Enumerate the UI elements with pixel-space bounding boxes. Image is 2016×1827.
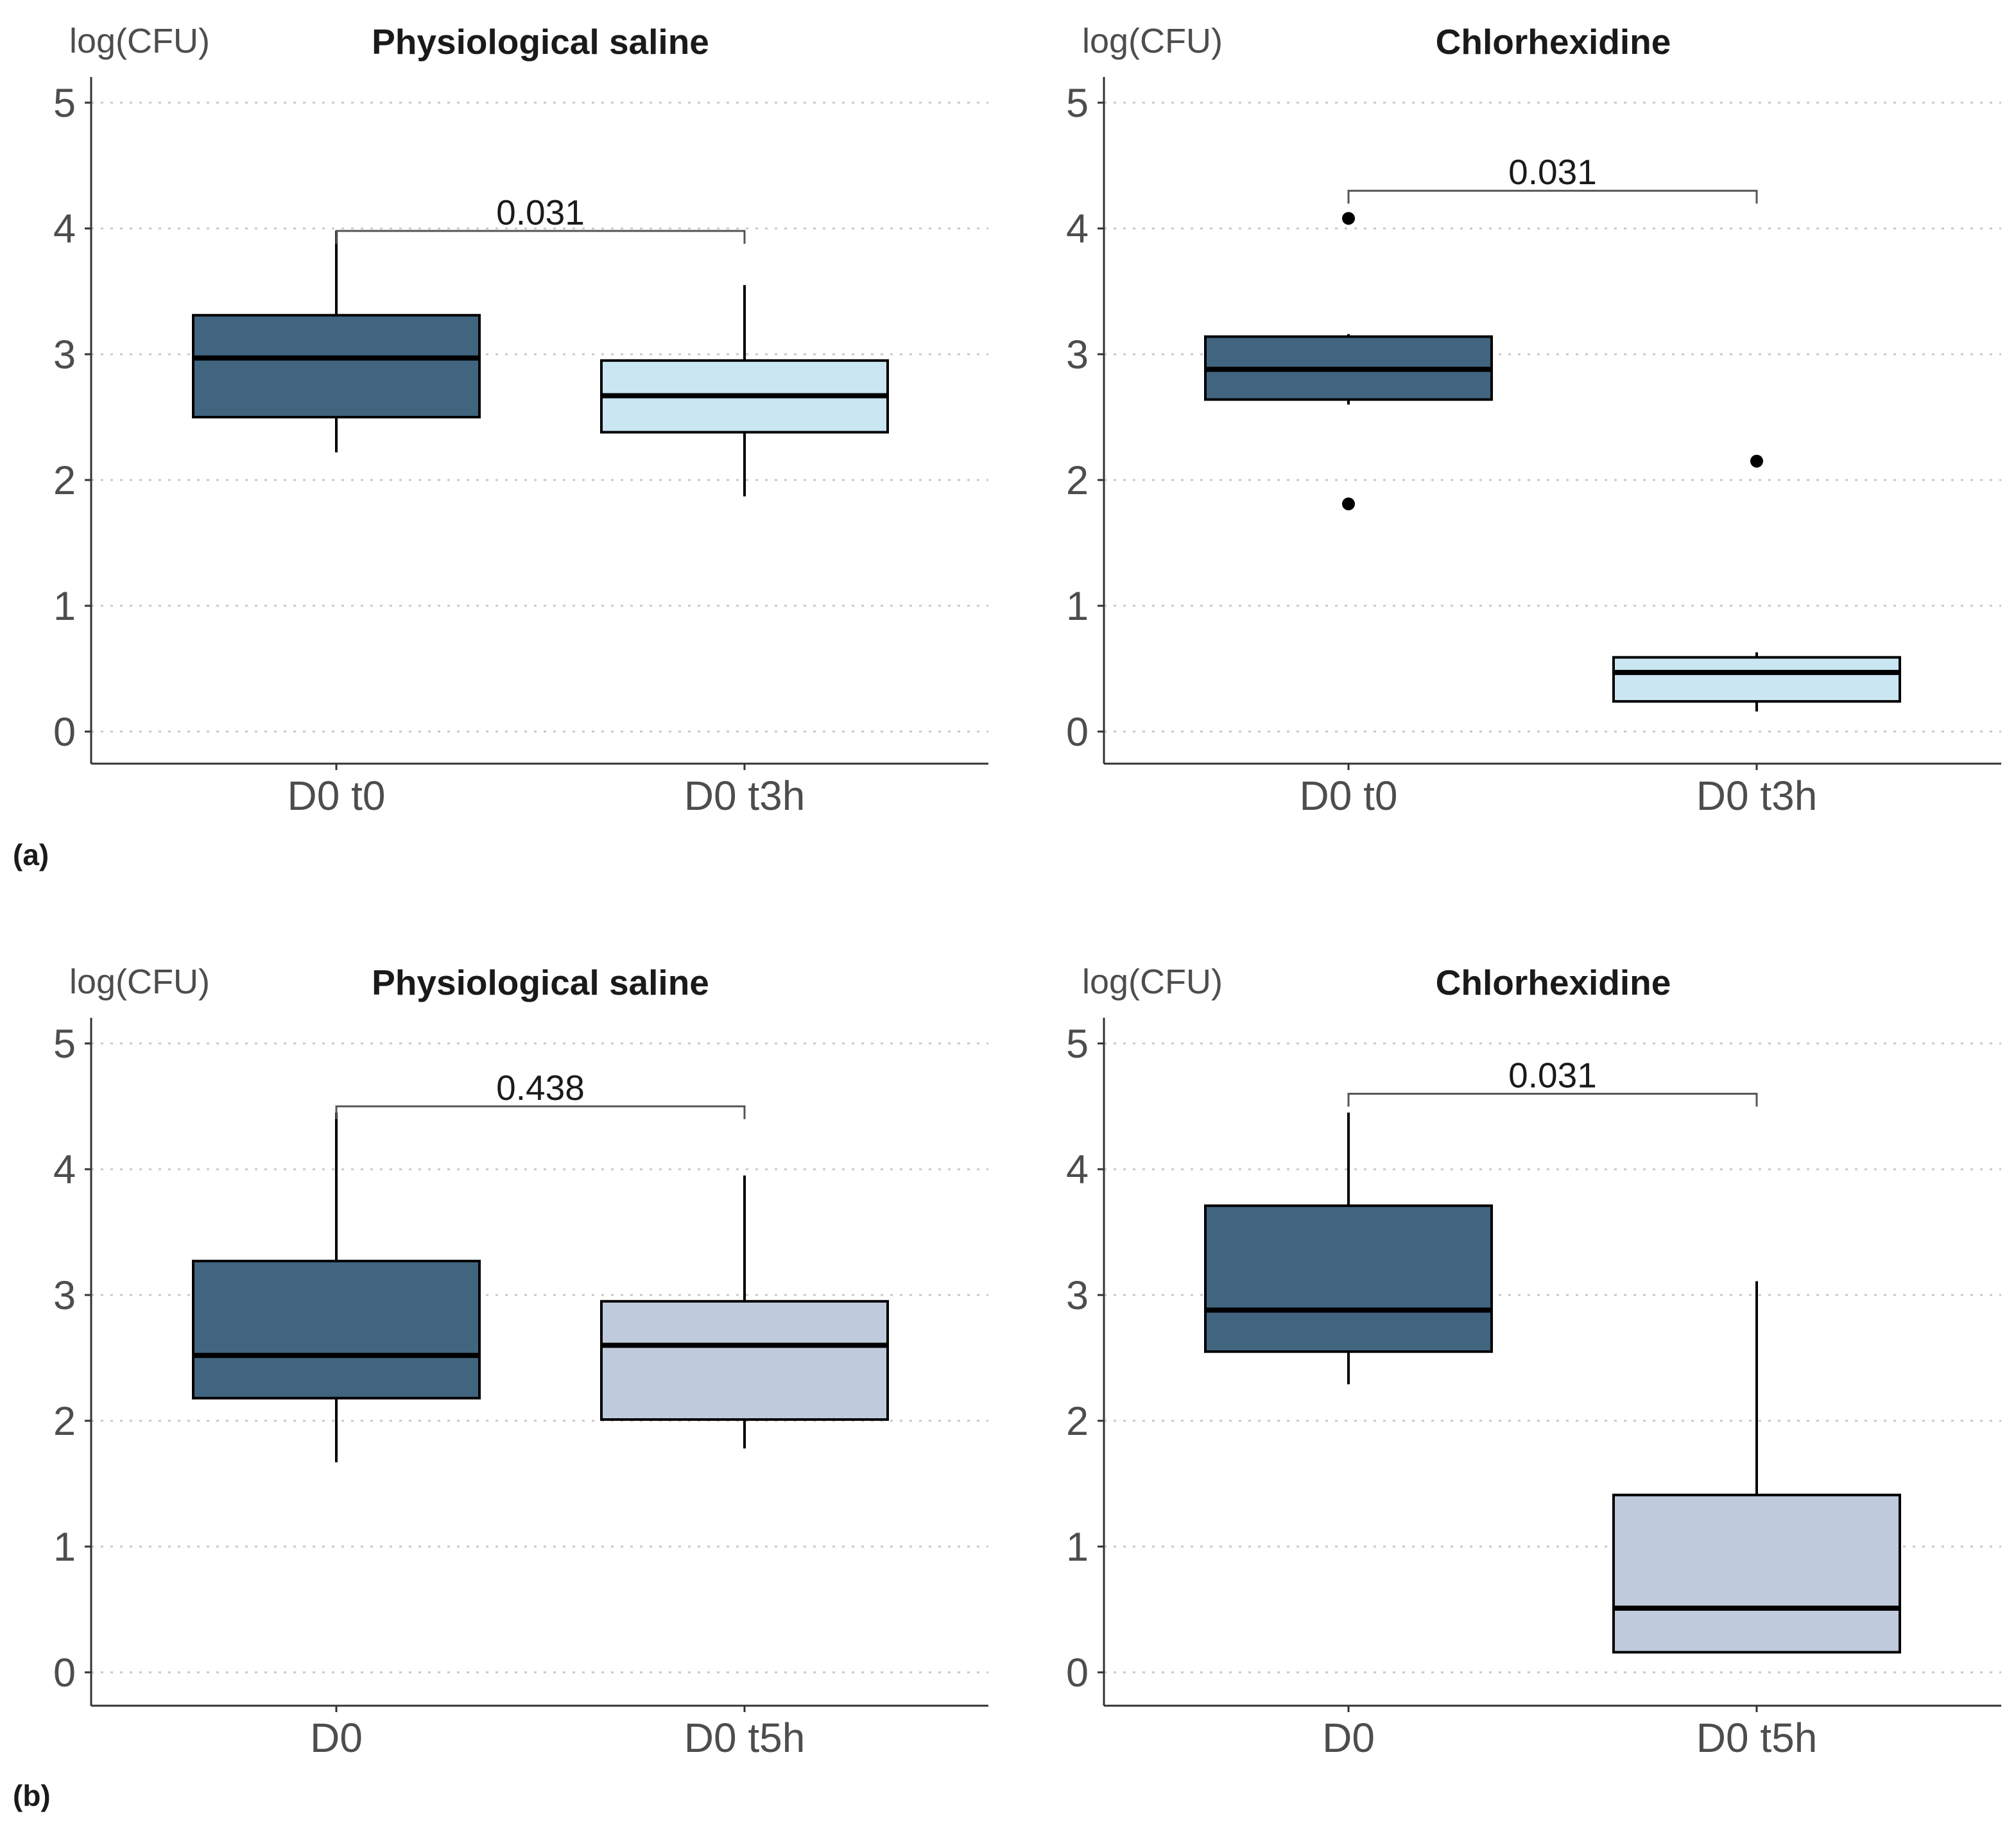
x-tick-label: D0 t0 <box>288 773 386 819</box>
y-tick-label: 1 <box>53 584 76 629</box>
chart-panel-4: Chlorhexidine log(CFU) 0 1 2 3 4 5 D0 D0 t5h 0.031 <box>1066 963 2001 1761</box>
box <box>1612 1493 1901 1654</box>
y-tick-label: 3 <box>1066 1273 1089 1318</box>
outlier-point <box>1342 497 1355 511</box>
p-value-label: 0.031 <box>496 193 585 232</box>
significance-bracket <box>1347 1092 1758 1107</box>
y-tick-label: 3 <box>53 1273 76 1318</box>
y-tick-label: 2 <box>53 458 76 503</box>
chart-panels: Physiological saline log(CFU) 0 1 2 3 4 5 D0 t0 D… <box>53 22 2001 1761</box>
box <box>600 1299 889 1421</box>
y-tick-label: 0 <box>1066 710 1089 755</box>
y-axis-label: log(CFU) <box>69 963 210 1001</box>
panel-title: Chlorhexidine <box>1436 963 1671 1002</box>
y-tick-label: 4 <box>1066 207 1089 252</box>
y-tick-label: 5 <box>53 1022 76 1067</box>
y-tick-label: 4 <box>1066 1147 1089 1192</box>
x-tick-label: D0 t3h <box>684 773 806 819</box>
chart-panel-2: Chlorhexidine log(CFU) 0 1 2 3 4 5 D0 t0 D0 t3h 0.… <box>1066 22 2001 819</box>
x-tick-label: D0 t0 <box>1300 773 1398 819</box>
significance-bracket <box>335 230 746 244</box>
y-axis-label: log(CFU) <box>69 22 210 60</box>
y-tick-label: 5 <box>1066 81 1089 126</box>
figure-label-a: (a) <box>13 838 49 871</box>
y-tick-label: 1 <box>1066 1525 1089 1570</box>
p-value-label: 0.031 <box>1508 152 1597 192</box>
figure-label-b: (b) <box>13 1779 51 1812</box>
y-tick-label: 5 <box>53 81 76 126</box>
chart-panel-1: Physiological saline log(CFU) 0 1 2 3 4 5 D0 t0 D… <box>53 22 988 819</box>
significance-bracket <box>1347 189 1758 204</box>
y-axis-label: log(CFU) <box>1082 963 1223 1001</box>
y-tick-label: 0 <box>1066 1651 1089 1695</box>
y-tick-label: 2 <box>53 1399 76 1444</box>
y-tick-label: 4 <box>53 207 76 252</box>
panel-title: Physiological saline <box>372 22 709 62</box>
box <box>192 1260 481 1400</box>
x-tick-label: D0 t5h <box>684 1715 806 1761</box>
outlier-point <box>1750 454 1763 468</box>
box <box>1204 1204 1493 1353</box>
box <box>192 314 481 418</box>
x-tick-label: D0 <box>1322 1715 1375 1761</box>
y-tick-label: 1 <box>53 1525 76 1570</box>
y-tick-label: 0 <box>53 1651 76 1695</box>
y-tick-label: 2 <box>1066 1399 1089 1444</box>
y-tick-label: 3 <box>53 332 76 377</box>
significance-bracket <box>335 1105 746 1119</box>
outlier-point <box>1342 212 1355 225</box>
x-tick-label: D0 t3h <box>1696 773 1818 819</box>
y-tick-label: 2 <box>1066 458 1089 503</box>
y-tick-label: 1 <box>1066 584 1089 629</box>
panel-title: Physiological saline <box>372 963 709 1002</box>
chart-panel-3: Physiological saline log(CFU) 0 1 2 3 4 5 D0 D0 t… <box>53 963 988 1761</box>
x-tick-label: D0 t5h <box>1696 1715 1818 1761</box>
p-value-label: 0.438 <box>496 1068 585 1108</box>
p-value-label: 0.031 <box>1508 1055 1597 1095</box>
y-axis-label: log(CFU) <box>1082 22 1223 60</box>
y-tick-label: 5 <box>1066 1022 1089 1067</box>
y-tick-label: 4 <box>53 1147 76 1192</box>
y-tick-label: 3 <box>1066 332 1089 377</box>
panel-title: Chlorhexidine <box>1436 22 1671 62</box>
y-tick-label: 0 <box>53 710 76 755</box>
x-tick-label: D0 <box>310 1715 363 1761</box>
box <box>1612 656 1901 703</box>
